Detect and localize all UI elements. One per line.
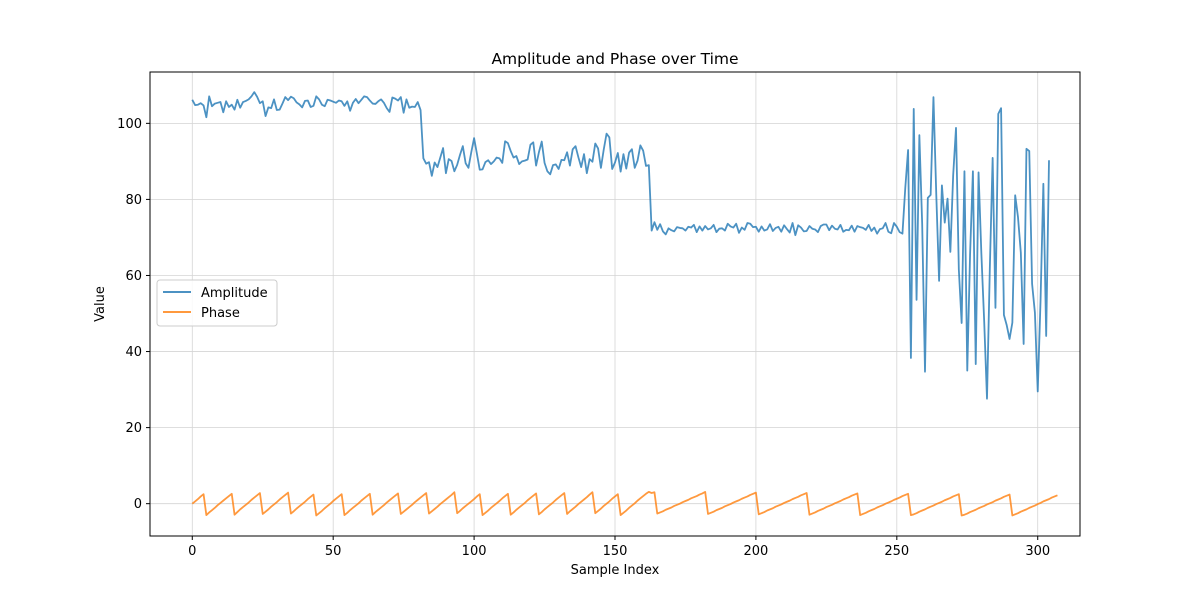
y-axis-label: Value xyxy=(93,286,108,322)
x-tick-label: 250 xyxy=(884,544,909,559)
x-tick-label: 300 xyxy=(1025,544,1050,559)
x-axis-label: Sample Index xyxy=(571,563,660,578)
y-tick-label: 40 xyxy=(125,345,142,360)
x-tick-label: 150 xyxy=(603,544,628,559)
axes-ticks: 0 50 100 150 200 250 300 0 20 40 60 80 100 xyxy=(117,117,1050,559)
x-tick-label: 200 xyxy=(743,544,768,559)
x-tick-label: 50 xyxy=(325,544,342,559)
x-tick-label: 0 xyxy=(188,544,196,559)
x-tick-label: 100 xyxy=(462,544,487,559)
chart-title: Amplitude and Phase over Time xyxy=(491,50,738,68)
plot-series xyxy=(191,91,1058,517)
y-tick-label: 20 xyxy=(125,421,142,436)
series-line-phase xyxy=(191,490,1058,517)
series-line-amplitude xyxy=(191,91,1050,400)
y-tick-label: 80 xyxy=(125,193,142,208)
y-tick-label: 60 xyxy=(125,269,142,284)
legend-label-phase: Phase xyxy=(201,306,240,321)
y-tick-label: 100 xyxy=(117,117,142,132)
y-tick-label: 0 xyxy=(134,497,142,512)
grid xyxy=(150,72,1080,536)
legend-label-amplitude: Amplitude xyxy=(201,286,268,301)
legend: Amplitude Phase xyxy=(156,279,278,327)
